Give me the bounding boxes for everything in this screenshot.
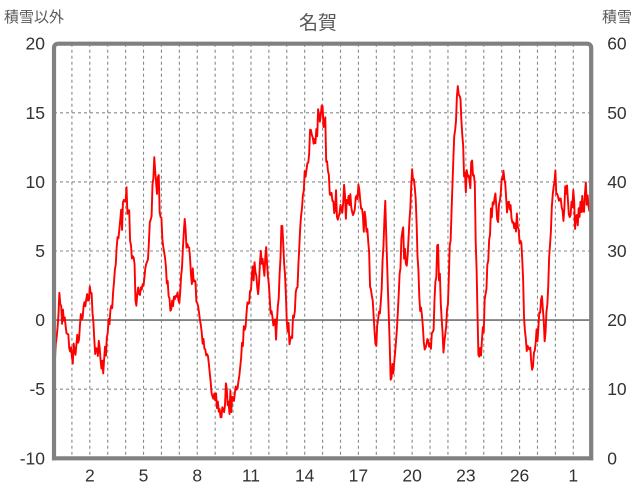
svg-text:10: 10 bbox=[607, 379, 627, 399]
svg-text:8: 8 bbox=[192, 465, 202, 485]
svg-text:26: 26 bbox=[510, 465, 529, 485]
svg-text:30: 30 bbox=[607, 241, 627, 261]
svg-text:23: 23 bbox=[456, 465, 475, 485]
svg-text:2: 2 bbox=[85, 465, 95, 485]
svg-text:1: 1 bbox=[568, 465, 578, 485]
svg-text:60: 60 bbox=[607, 34, 627, 54]
svg-text:50: 50 bbox=[607, 103, 627, 123]
svg-text:0: 0 bbox=[607, 448, 617, 468]
svg-text:5: 5 bbox=[139, 465, 149, 485]
svg-text:20: 20 bbox=[607, 310, 627, 330]
svg-text:5: 5 bbox=[35, 241, 45, 261]
svg-text:11: 11 bbox=[242, 465, 260, 485]
svg-text:14: 14 bbox=[295, 465, 315, 485]
svg-text:17: 17 bbox=[349, 465, 368, 485]
svg-text:40: 40 bbox=[607, 172, 627, 192]
svg-text:-5: -5 bbox=[29, 379, 45, 399]
svg-text:10: 10 bbox=[26, 172, 46, 192]
svg-text:20: 20 bbox=[402, 465, 422, 485]
svg-text:15: 15 bbox=[26, 103, 45, 123]
svg-text:20: 20 bbox=[26, 34, 46, 54]
svg-text:-10: -10 bbox=[20, 448, 46, 468]
svg-text:0: 0 bbox=[35, 310, 45, 330]
